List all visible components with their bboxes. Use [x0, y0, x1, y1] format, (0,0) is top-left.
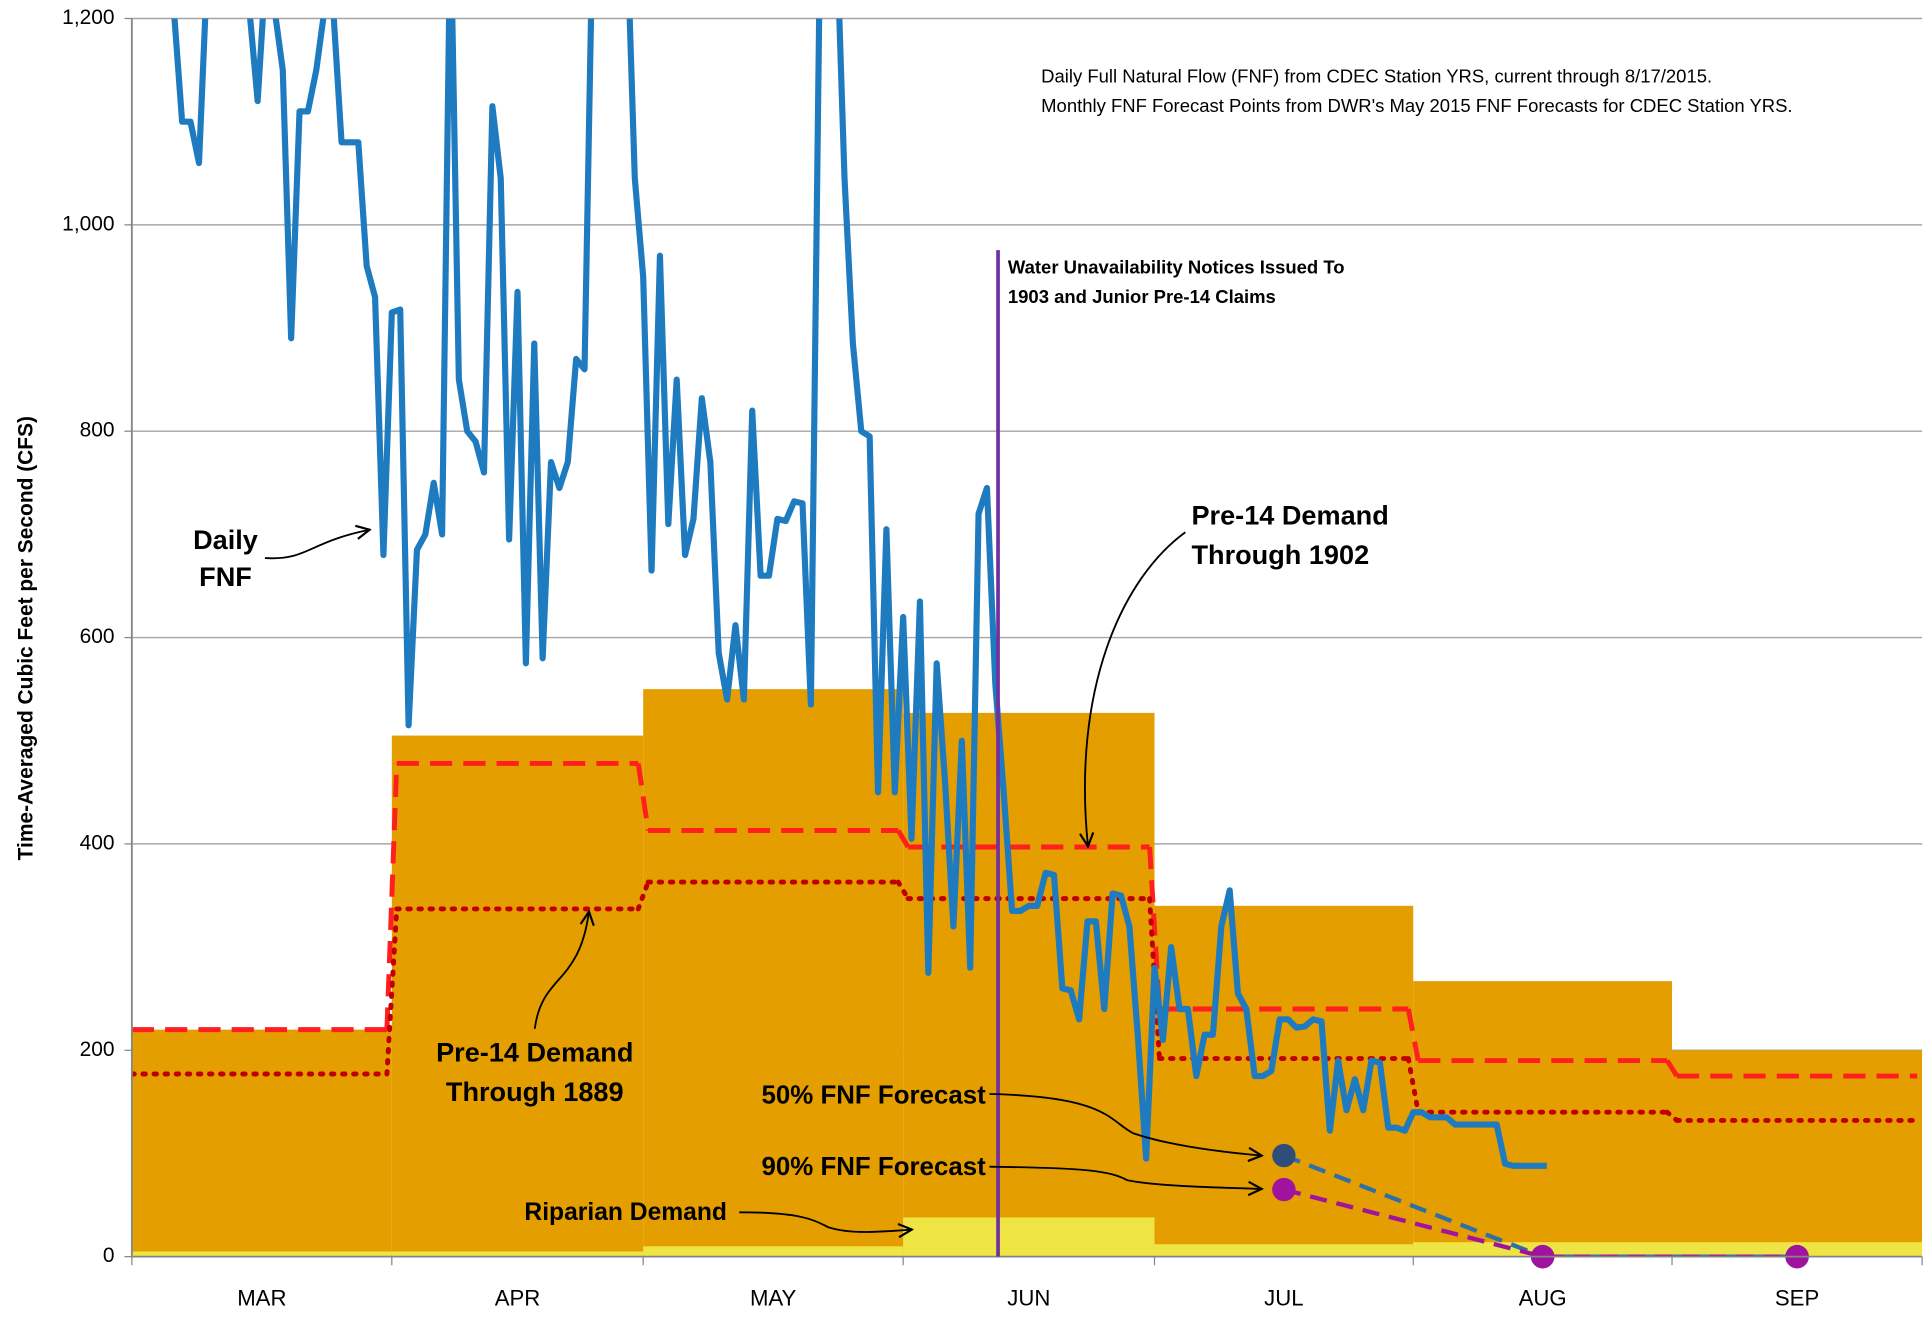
step-connector [1405, 1008, 1421, 1062]
step-connector [635, 879, 651, 912]
demand-block [1413, 981, 1673, 1257]
step-connector [895, 879, 911, 902]
x-tick-label: MAY [750, 1286, 797, 1311]
demand-block [643, 689, 904, 1257]
y-tick-label: 1,000 [62, 212, 114, 235]
annotation: Riparian Demand [524, 1199, 727, 1226]
annotation-arrow [533, 912, 589, 1029]
annotation: Through 1889 [446, 1076, 624, 1107]
annotation-arrow [989, 1093, 1261, 1156]
annotation: Daily [193, 524, 258, 555]
annotation: Pre-14 Demand [1191, 500, 1388, 531]
note: Monthly FNF Forecast Points from DWR's M… [1041, 95, 1792, 116]
forecast-line [1283, 1187, 1798, 1257]
step-connector [1665, 1059, 1680, 1078]
y-tick-label: 0 [103, 1244, 115, 1267]
annotation: FNF [199, 561, 252, 592]
x-tick-label: AUG [1519, 1286, 1567, 1311]
step-connector [896, 829, 911, 849]
demand-block [1154, 1244, 1414, 1257]
x-tick-label: APR [495, 1286, 541, 1311]
annotation-arrow [264, 530, 370, 560]
y-tick-label: 800 [80, 419, 115, 442]
note: Daily Full Natural Flow (FNF) from CDEC … [1041, 65, 1712, 86]
step-connector [635, 763, 651, 831]
y-tick-label: 400 [80, 831, 115, 854]
demand-block [643, 1246, 904, 1257]
annotation: 90% FNF Forecast [762, 1153, 987, 1181]
demand-block [391, 735, 644, 1257]
y-tick-label: 600 [80, 625, 115, 648]
x-tick-label: JUL [1264, 1286, 1303, 1311]
y-tick-label: 200 [80, 1038, 115, 1061]
daily-flow-line [171, 18, 1547, 1169]
step-connector [384, 906, 400, 1077]
forecast-line [1283, 1153, 1798, 1257]
x-tick-label: JUN [1007, 1286, 1050, 1311]
y-tick-label: 1,200 [62, 6, 114, 29]
demand-block [903, 1217, 1155, 1257]
forecast-point [1272, 1143, 1296, 1168]
annotation: Through 1902 [1191, 539, 1369, 570]
annotation: Pre-14 Demand [436, 1037, 633, 1068]
annotation-arrow [739, 1211, 912, 1232]
annotation: 50% FNF Forecast [762, 1081, 987, 1109]
annotation: Water Unavailability Notices Issued To [1008, 256, 1345, 277]
x-tick-label: SEP [1775, 1286, 1819, 1311]
plot-area [131, 18, 1923, 1257]
annotation-arrow [989, 1165, 1261, 1189]
demand-block [1672, 1050, 1923, 1257]
demand-block [391, 1251, 644, 1257]
x-tick-label: MAR [237, 1286, 286, 1311]
forecast-point [1272, 1177, 1296, 1202]
step-connector [384, 763, 400, 1030]
demand-block [131, 1251, 392, 1257]
demand-block [1154, 905, 1414, 1257]
step-connector [1405, 1056, 1421, 1115]
annotation: 1903 and Junior Pre-14 Claims [1008, 286, 1276, 307]
demand-block [131, 1029, 392, 1257]
annotation-arrow [1085, 531, 1186, 846]
y-axis-label: Time-Averaged Cubic Feet per Second (CFS… [15, 416, 38, 860]
